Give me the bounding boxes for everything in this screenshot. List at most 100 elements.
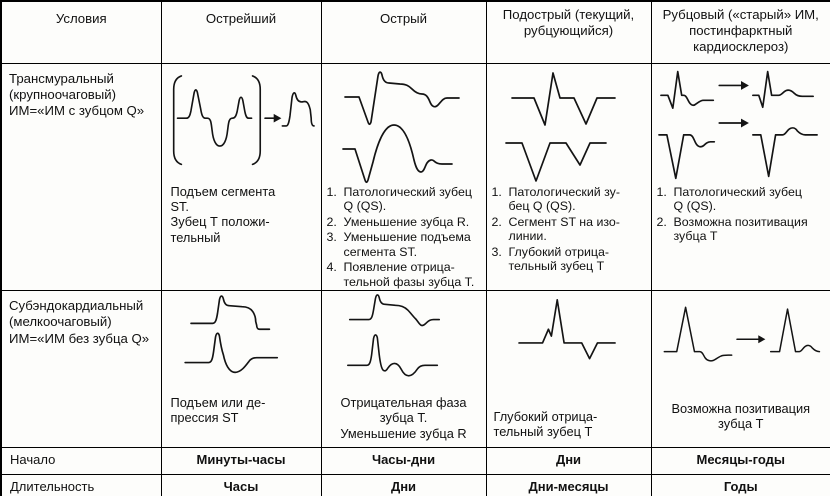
subendo-acute-caption: Отрицательная фаза зубца Т. Уменьшение з… <box>340 395 467 441</box>
cell-content: 1. Патологический зу- бец Q (QS). 2. Сегме… <box>487 64 650 290</box>
header-cell-scar: Рубцовый («старый» ИМ, постинфарктный ка… <box>650 0 830 64</box>
cell-content: 1. Патологический зубец Q (QS). 2. Уменьше… <box>322 64 485 290</box>
cell-content: Возможна позитивация зубца Т <box>652 292 830 447</box>
ecg-negative-t-phase-icon <box>346 294 440 377</box>
list-item: 3. Глубокий отрица- тельный зубец Т <box>492 245 648 274</box>
ecg-subendo-acute-figure <box>322 292 485 392</box>
cell-content: Подъем сегмента ST. Зубец Т положи- тель… <box>162 64 320 290</box>
header-cell-hyperacute: Острейший <box>160 0 322 64</box>
row-label-subendocardial: Субэндокардиальный (мелкоочаговый) ИМ=«И… <box>9 298 150 346</box>
ecg-transmural-scar-figure <box>652 64 830 184</box>
ecg-transmural-subacute-figure <box>487 64 650 184</box>
subendo-subacute-caption: Глубокий отрица- тельный зубец Т <box>493 409 598 440</box>
list-item: 3. Уменьшение подъема сегмента ST. <box>327 230 483 259</box>
transmural-acute-cell: 1. Патологический зубец Q (QS). 2. Уменьше… <box>320 62 487 291</box>
ecg-t-positivation-icon <box>663 306 820 362</box>
item-text: Уменьшение зубца R. <box>343 214 470 229</box>
header-cell-acute: Острый <box>320 0 487 64</box>
onset-value: Дни <box>555 452 582 467</box>
ecg-subendo-scar-figure <box>652 292 830 392</box>
ecg-deep-negative-t-icon <box>504 71 616 182</box>
ecg-pathological-q-icon <box>341 70 460 183</box>
item-text: Возможна позитивация зубца Т <box>673 214 808 244</box>
header-cell-subacute: Подострый (текущий, рубцующийся) <box>485 0 652 64</box>
onset-subacute-cell: Дни <box>485 447 652 475</box>
header-label: Подострый (текущий, рубцующийся) <box>502 7 635 39</box>
ecg-scar-evolution-icon <box>657 70 818 179</box>
cell-content: Глубокий отрица- тельный зубец Т <box>487 292 650 447</box>
duration-label: Длительность <box>10 479 95 494</box>
transmural-hyperacute-caption: Подъем сегмента ST. Зубец Т положи- тель… <box>170 183 276 245</box>
cell-content: 1. Патологический зубец Q (QS). 2. Возможн… <box>652 64 830 290</box>
item-text: Патологический зубец Q (QS). <box>343 184 472 214</box>
onset-value: Минуты-часы <box>196 452 286 467</box>
list-item: 2. Уменьшение зубца R. <box>327 215 483 230</box>
cell-content: Подъем или де- прессия ST <box>162 292 320 447</box>
onset-acute-cell: Часы-дни <box>320 447 487 475</box>
list-item: 2. Возможна позитивация зубца Т <box>657 215 828 244</box>
ecg-transmural-hyperacute-figure <box>162 64 320 184</box>
list-item: 2. Сегмент ST на изо- линии. <box>492 215 648 244</box>
ecg-deep-t-icon <box>517 299 616 360</box>
onset-label-cell: Начало <box>0 447 162 475</box>
item-number: 2. <box>491 214 502 229</box>
item-number: 1. <box>656 184 667 199</box>
list-item: 1. Патологический зубец Q (QS). <box>657 185 828 214</box>
item-number: 1. <box>326 184 337 199</box>
duration-row: Длительность Часы Дни Дни-месяцы Годы <box>0 474 830 496</box>
item-text: Патологический зу- бец Q (QS). <box>508 184 621 214</box>
item-text: Уменьшение подъема сегмента ST. <box>343 230 471 259</box>
list-item: 1. Патологический зу- бец Q (QS). <box>492 185 648 214</box>
subendo-hyperacute-caption: Подъем или де- прессия ST <box>170 395 266 426</box>
duration-value: Дни <box>390 479 417 494</box>
header-label: Условия <box>55 11 107 26</box>
row-label-transmural-cell: Трансмуральный (крупноочаговый) ИМ=«ИМ с… <box>0 62 162 291</box>
transmural-subacute-cell: 1. Патологический зу- бец Q (QS). 2. Сегме… <box>485 62 652 291</box>
duration-acute-cell: Дни <box>320 474 487 496</box>
subendocardial-hyperacute-cell: Подъем или де- прессия ST <box>160 290 322 448</box>
item-number: 3. <box>491 244 502 259</box>
header-cell-conditions: Условия <box>0 0 162 64</box>
header-label: Острый <box>379 11 428 26</box>
item-number: 3. <box>326 230 337 244</box>
item-number: 1. <box>491 184 502 199</box>
transmural-scar-list: 1. Патологический зубец Q (QS). 2. Возможн… <box>652 184 830 245</box>
transmural-acute-list: 1. Патологический зубец Q (QS). 2. Уменьше… <box>322 184 485 290</box>
onset-hyperacute-cell: Минуты-часы <box>160 447 322 475</box>
subendocardial-row: Субэндокардиальный (мелкоочаговый) ИМ=«И… <box>0 290 830 448</box>
duration-value: Часы <box>223 479 259 494</box>
ecg-st-shift-icon <box>184 295 279 374</box>
ecg-subendo-subacute-figure <box>487 292 650 392</box>
item-text: Глубокий отрица- тельный зубец Т <box>508 244 610 274</box>
transmural-subacute-list: 1. Патологический зу- бец Q (QS). 2. Сегме… <box>487 184 650 275</box>
list-item: 1. Патологический зубец Q (QS). <box>327 185 483 214</box>
cell-content: Отрицательная фаза зубца Т. Уменьшение з… <box>322 292 485 447</box>
transmural-hyperacute-cell: Подъем сегмента ST. Зубец Т положи- тель… <box>160 62 322 291</box>
list-item: 4. Появление отрица- тельной фазы зубца Т… <box>327 260 483 289</box>
item-text: Сегмент ST на изо- линии. <box>508 214 620 244</box>
header-label: Рубцовый («старый» ИМ, постинфарктный ка… <box>662 7 819 55</box>
item-number: 4. <box>326 260 337 274</box>
duration-scar-cell: Годы <box>650 474 830 496</box>
duration-value: Дни-месяцы <box>528 479 609 494</box>
item-number: 2. <box>326 214 337 229</box>
header-label: Острейший <box>205 11 277 26</box>
onset-value: Часы-дни <box>371 452 436 467</box>
duration-value: Годы <box>723 479 758 494</box>
transmural-row: Трансмуральный (крупноочаговый) ИМ=«ИМ с… <box>0 62 830 291</box>
onset-label: Начало <box>10 452 56 467</box>
subendocardial-scar-cell: Возможна позитивация зубца Т <box>650 290 830 448</box>
onset-row: Начало Минуты-часы Часы-дни Дни Месяцы-г… <box>0 447 830 475</box>
onset-scar-cell: Месяцы-годы <box>650 447 830 475</box>
row-label-subendocardial-cell: Субэндокардиальный (мелкоочаговый) ИМ=«И… <box>0 290 162 448</box>
header-row: Условия Острейший Острый Подострый (теку… <box>0 0 830 64</box>
duration-label-cell: Длительность <box>0 474 162 496</box>
item-text: Патологический зубец Q (QS). <box>673 184 802 214</box>
item-number: 2. <box>656 214 667 229</box>
ecg-transmural-acute-figure <box>322 64 485 184</box>
row-label-transmural: Трансмуральный (крупноочаговый) ИМ=«ИМ с… <box>9 70 145 119</box>
item-text: Появление отрица- тельной фазы зубца Т. <box>343 260 475 289</box>
ecg-subendo-hyperacute-figure <box>162 292 320 392</box>
